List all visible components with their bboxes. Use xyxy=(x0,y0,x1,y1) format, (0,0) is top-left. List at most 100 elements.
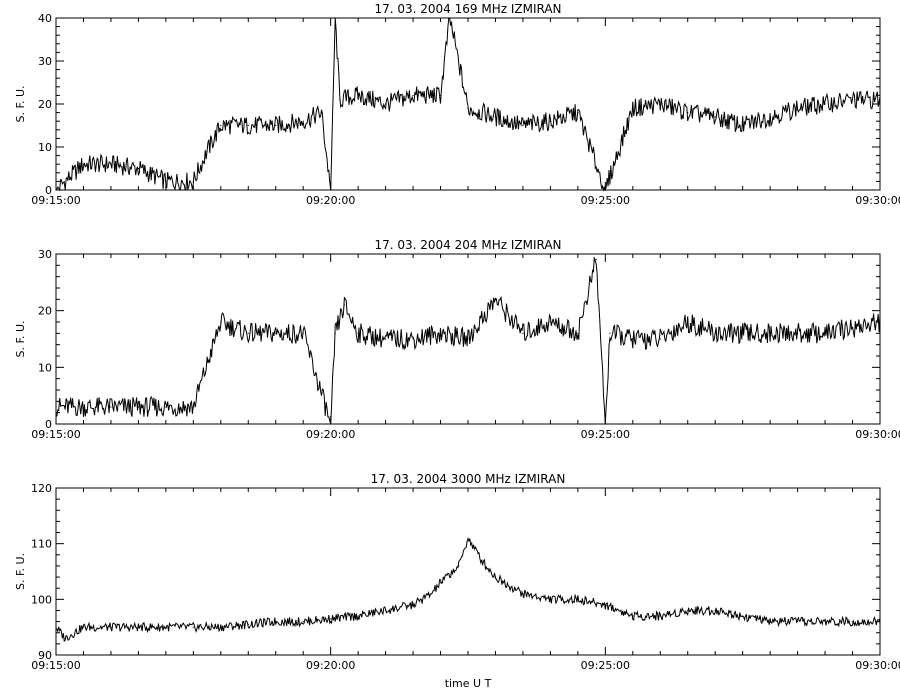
data-point xyxy=(330,189,332,191)
y-tick-label: 20 xyxy=(38,98,52,111)
data-point xyxy=(467,338,469,340)
data-point xyxy=(430,593,432,595)
data-point xyxy=(604,604,606,606)
series-line xyxy=(55,257,881,425)
data-point xyxy=(494,298,497,300)
data-point xyxy=(714,332,716,334)
data-point xyxy=(247,332,249,334)
data-point xyxy=(742,124,744,127)
data-point xyxy=(458,565,460,567)
y-tick-label: 120 xyxy=(31,482,52,495)
x-tick-label: 09:20:00 xyxy=(306,428,355,441)
chart-panel-169mhz: 17. 03. 2004 169 MHz IZMIRAN S. F. U. 0 10 2… xyxy=(14,2,900,207)
y-tick-label: 10 xyxy=(38,141,52,154)
data-point xyxy=(192,406,194,408)
data-point xyxy=(714,609,716,612)
data-point xyxy=(412,338,414,340)
y-tick-label: 20 xyxy=(38,305,52,318)
data-point xyxy=(577,112,579,114)
x-axis-label: time U T xyxy=(445,677,492,690)
y-tick-label: 30 xyxy=(38,248,52,261)
data-point xyxy=(549,120,552,122)
data-point xyxy=(220,626,222,628)
x-tick-label: 09:15:00 xyxy=(31,428,80,441)
data-point xyxy=(439,332,442,334)
y-axis-label: S. F. U. xyxy=(14,320,27,357)
data-point xyxy=(687,609,689,612)
x-tick-label: 09:20:00 xyxy=(306,194,355,207)
data-point xyxy=(595,259,597,261)
data-point xyxy=(165,406,167,408)
data-point xyxy=(742,332,744,334)
data-point xyxy=(275,621,277,623)
data-point xyxy=(55,626,57,628)
data-point xyxy=(522,593,524,595)
y-axis-label: S. F. U. xyxy=(14,553,27,590)
y-tick-label: 10 xyxy=(38,361,52,374)
data-point xyxy=(632,107,634,109)
data-point xyxy=(577,598,579,600)
data-point xyxy=(110,163,112,165)
data-point xyxy=(385,338,387,340)
data-point xyxy=(137,167,139,170)
data-point xyxy=(302,120,304,122)
x-tick-label: 09:15:00 xyxy=(31,659,80,672)
data-point xyxy=(385,609,387,612)
data-point xyxy=(357,332,359,334)
data-point xyxy=(522,332,524,334)
x-tick-label: 09:20:00 xyxy=(306,659,355,672)
data-point xyxy=(64,637,66,639)
data-point xyxy=(192,626,194,628)
chart-panel-204mhz: 17. 03. 2004 204 MHz IZMIRAN S. F. U. 0 10 2… xyxy=(14,238,900,441)
data-point xyxy=(851,99,854,101)
data-point xyxy=(494,116,497,118)
data-point xyxy=(385,103,387,105)
data-point xyxy=(55,406,57,408)
y-tick-label: 90 xyxy=(38,649,52,662)
data-point xyxy=(609,332,611,334)
data-point xyxy=(797,107,799,109)
y-axis-label: S. F. U. xyxy=(14,85,27,122)
data-point xyxy=(769,332,771,334)
data-point xyxy=(439,582,442,584)
data-point xyxy=(494,576,497,578)
data-point xyxy=(137,406,139,408)
x-tick-label: 09:30:00 xyxy=(855,659,900,672)
data-point xyxy=(687,112,689,114)
data-point xyxy=(449,17,451,19)
data-point xyxy=(851,621,854,623)
data-point xyxy=(220,321,222,323)
data-point xyxy=(632,615,634,617)
data-point xyxy=(192,180,194,182)
x-tick-label: 09:30:00 xyxy=(855,194,900,207)
data-point xyxy=(110,406,112,408)
data-point xyxy=(797,621,799,623)
data-point xyxy=(467,537,469,539)
data-point xyxy=(247,623,249,625)
data-point xyxy=(55,189,57,191)
data-point xyxy=(343,304,345,306)
y-tick-label: 40 xyxy=(38,12,52,25)
x-tick-label: 09:25:00 xyxy=(581,428,630,441)
data-point xyxy=(302,621,304,623)
data-point xyxy=(824,332,826,334)
data-point xyxy=(687,321,689,323)
data-point xyxy=(879,621,881,623)
data-point xyxy=(82,406,85,408)
data-point xyxy=(577,332,579,334)
data-point xyxy=(206,150,208,152)
data-point xyxy=(824,621,826,623)
data-point xyxy=(320,112,323,114)
chart-title: 17. 03. 2004 3000 MHz IZMIRAN xyxy=(371,472,566,486)
chart-title: 17. 03. 2004 169 MHz IZMIRAN xyxy=(374,2,561,16)
data-point xyxy=(742,615,744,617)
data-point xyxy=(632,338,634,340)
data-point xyxy=(879,321,881,323)
data-point xyxy=(549,321,552,323)
x-tick-label: 09:25:00 xyxy=(581,194,630,207)
data-point xyxy=(412,94,414,96)
data-point xyxy=(334,332,336,334)
data-point xyxy=(82,626,85,628)
data-point xyxy=(481,559,483,561)
